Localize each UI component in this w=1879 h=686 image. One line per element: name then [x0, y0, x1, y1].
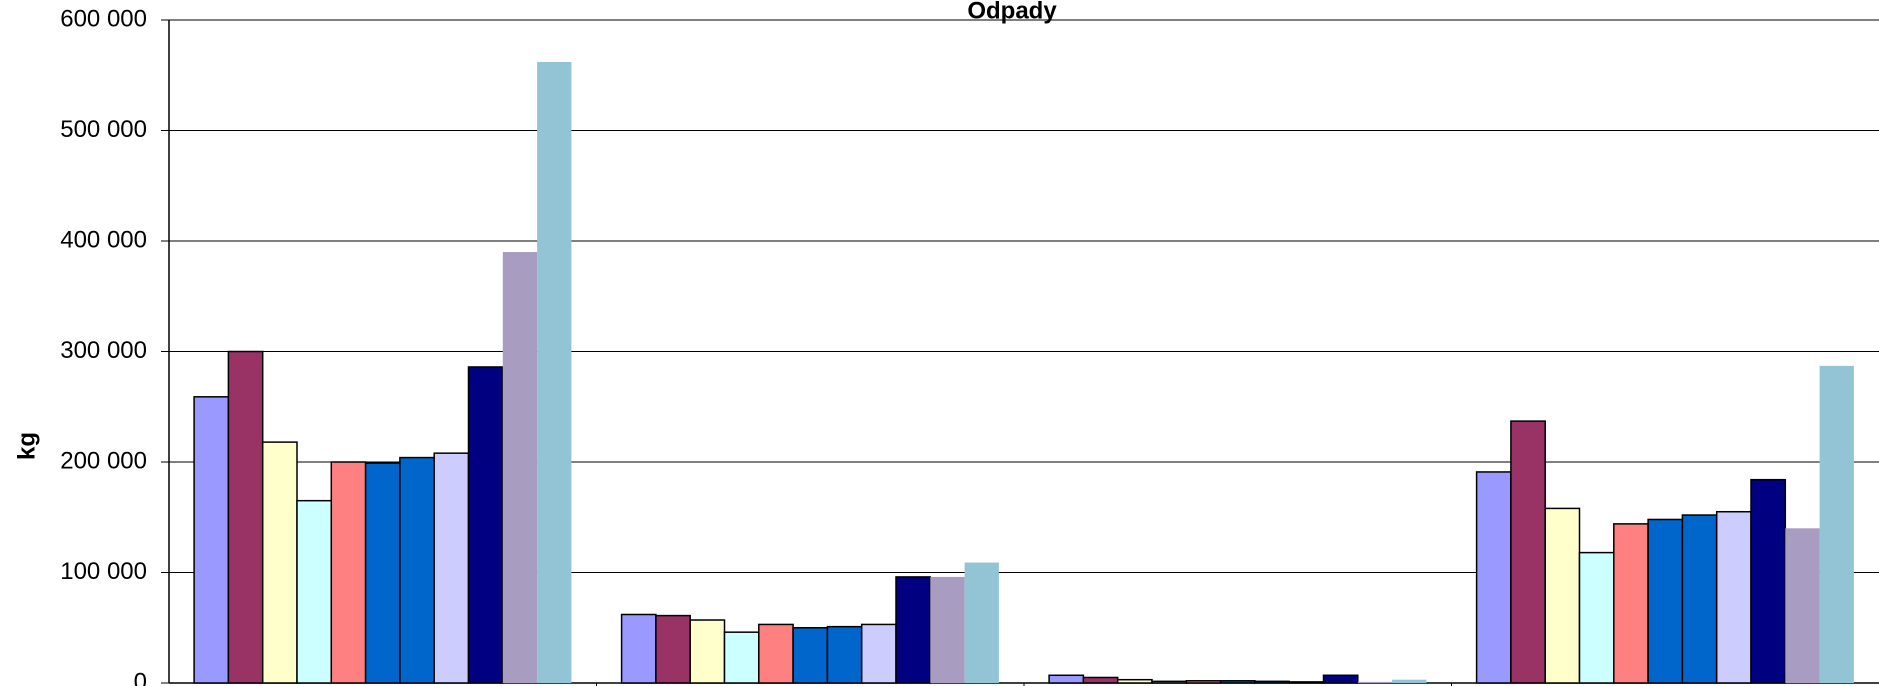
bar: [1544, 507, 1581, 684]
bar: [1219, 680, 1256, 684]
bar: [1475, 471, 1512, 684]
bar: [1254, 680, 1290, 684]
bar: [1715, 510, 1752, 684]
bar: [1357, 681, 1393, 683]
bar: [792, 627, 829, 684]
bar: [895, 576, 932, 684]
bar: [723, 631, 760, 684]
y-tick-label: 200 000: [60, 447, 147, 474]
bar: [1681, 514, 1718, 684]
bar: [1510, 420, 1546, 684]
bar: [826, 625, 863, 684]
bar: [1785, 528, 1820, 683]
bar: [1578, 551, 1615, 684]
bar: [620, 613, 657, 684]
y-tick-label: 600 000: [60, 5, 147, 32]
bar: [1392, 679, 1427, 683]
bar: [655, 614, 691, 684]
bar: [364, 462, 401, 684]
bar: [964, 562, 999, 683]
y-tick-label: 100 000: [60, 558, 147, 585]
bar: [193, 396, 230, 684]
bar: [1613, 523, 1649, 684]
bar: [296, 499, 333, 684]
bar: [689, 619, 726, 684]
bar: [860, 623, 897, 684]
bar: [1750, 478, 1787, 684]
bar: [758, 623, 794, 684]
bar: [1322, 674, 1359, 684]
bar: [1185, 680, 1222, 684]
bar: [330, 461, 367, 684]
bar: [433, 452, 470, 684]
bar: [1819, 365, 1854, 683]
bar: [467, 366, 504, 684]
y-tick-label: 400 000: [60, 226, 147, 253]
bar: [1647, 518, 1684, 684]
bar: [1288, 681, 1325, 684]
bar: [399, 456, 435, 684]
y-tick-label: 0: [134, 668, 147, 686]
y-tick-label: 300 000: [60, 337, 147, 364]
bar: [1082, 676, 1119, 684]
chart-title: Odpady: [967, 0, 1057, 24]
bar: [930, 576, 965, 683]
bar: [1116, 678, 1153, 684]
bar: [537, 61, 572, 684]
y-axis-label: kg: [13, 432, 40, 460]
bar: [1048, 674, 1085, 684]
bar: [1151, 680, 1188, 684]
bar: [227, 350, 264, 684]
bar: [502, 252, 538, 684]
y-tick-label: 500 000: [60, 116, 147, 143]
bar: [261, 441, 298, 684]
